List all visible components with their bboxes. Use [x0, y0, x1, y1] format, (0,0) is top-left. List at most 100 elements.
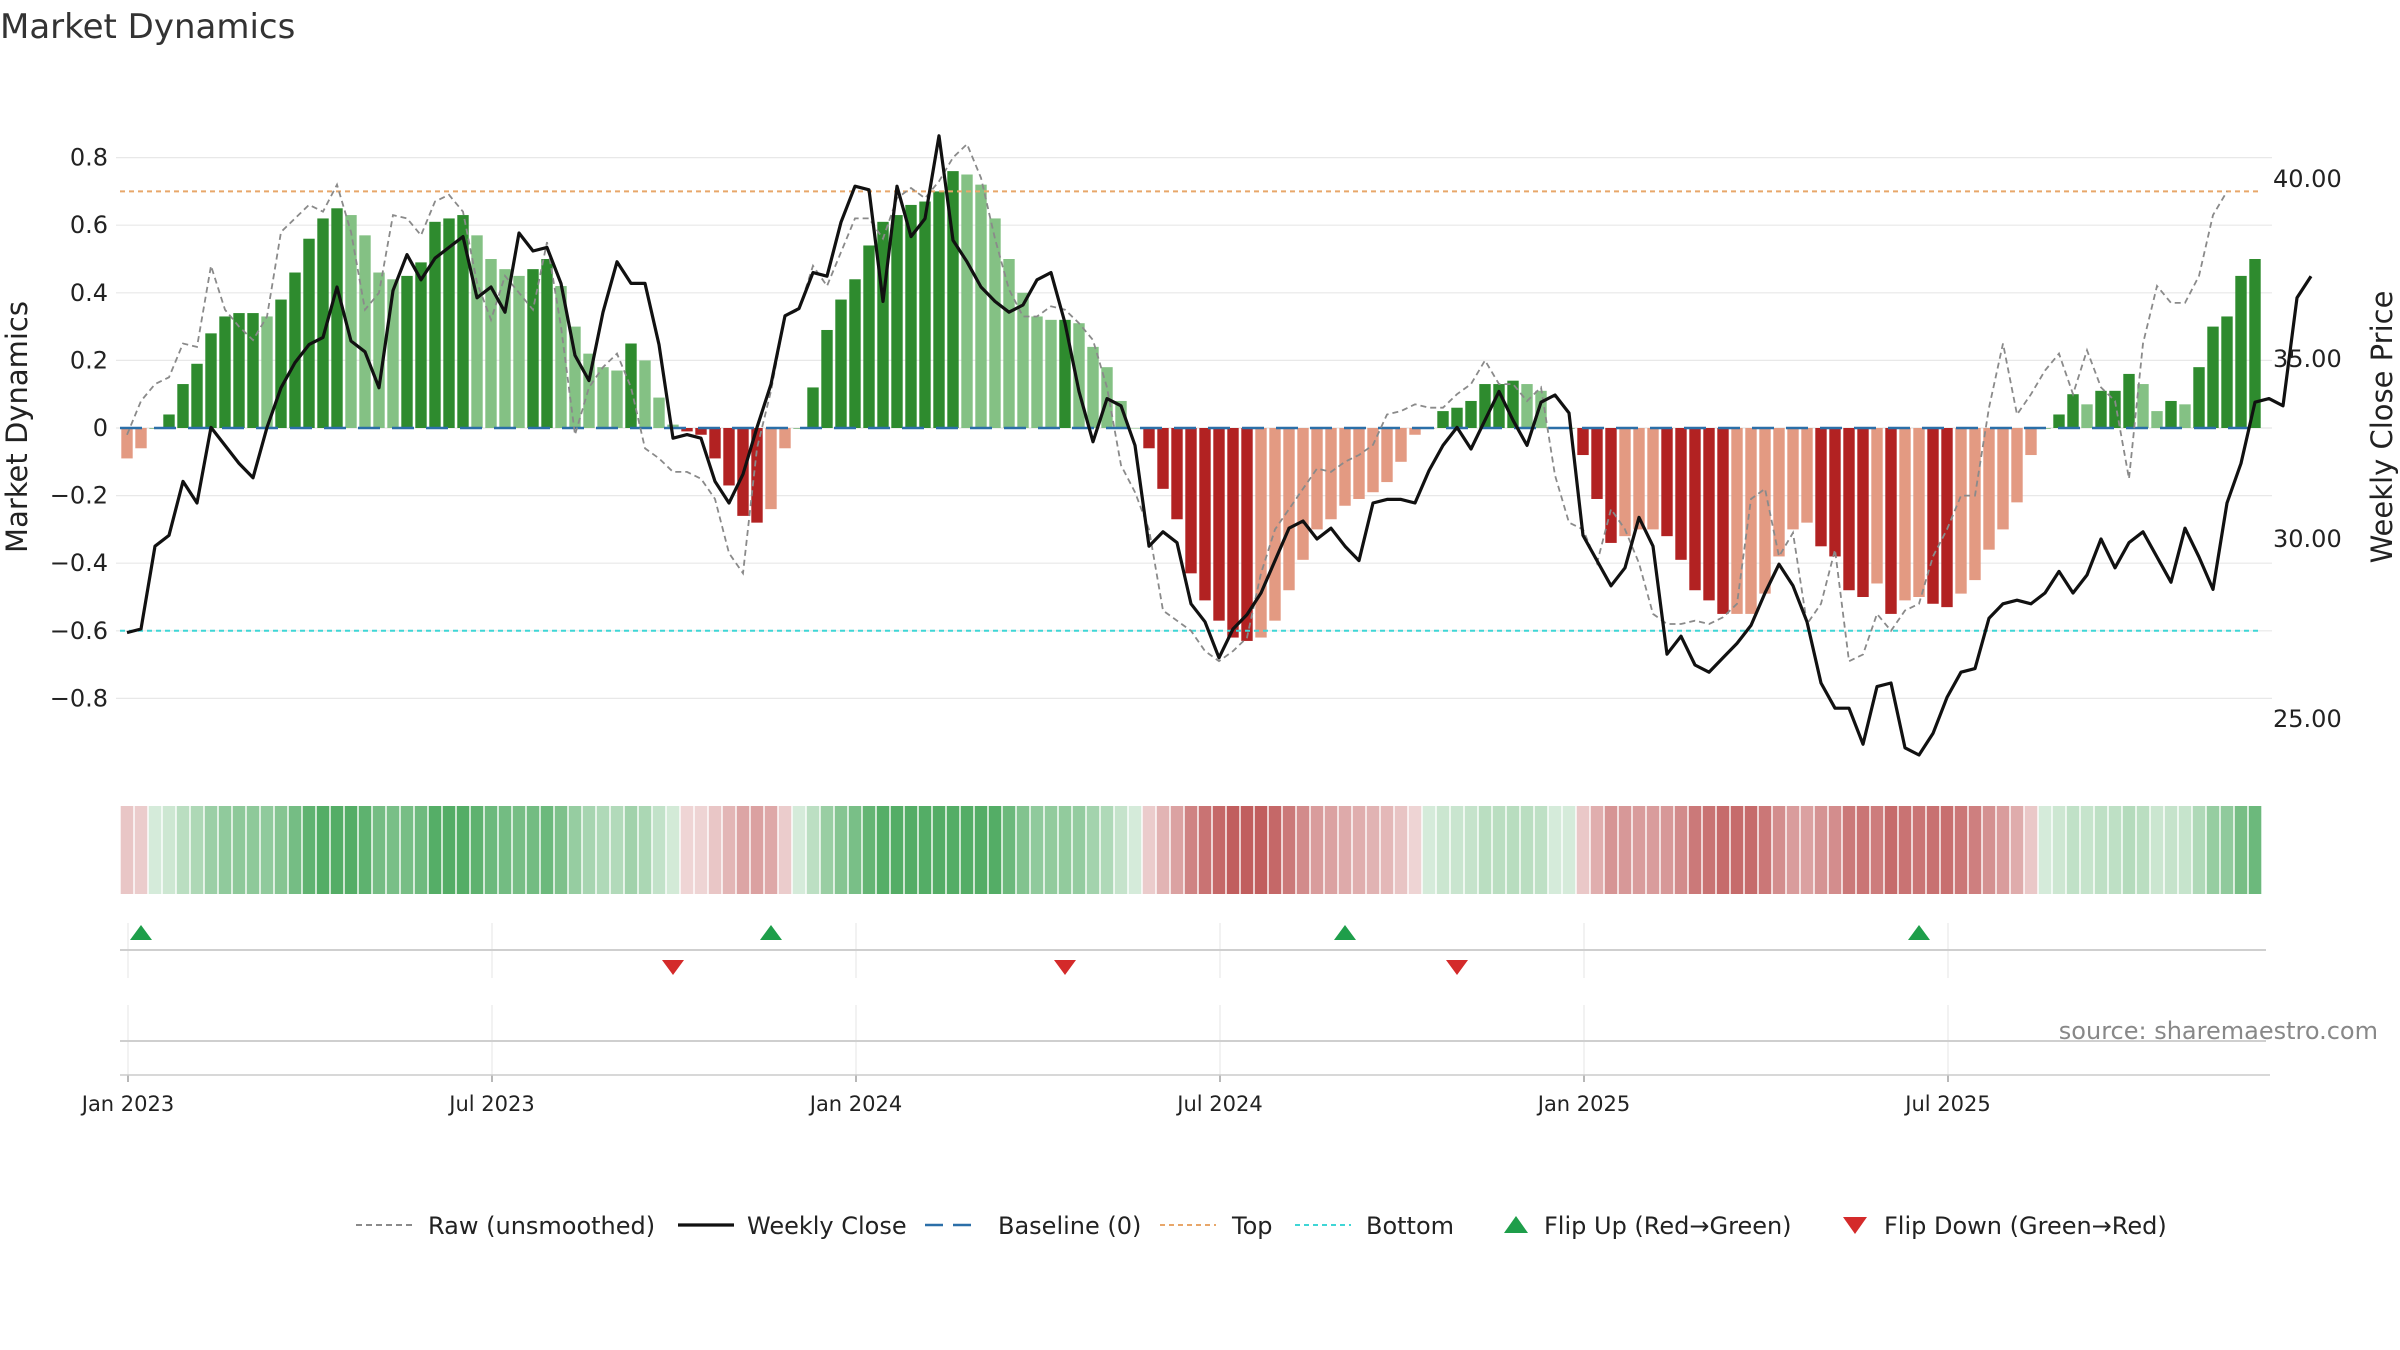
heatmap-cell — [1114, 806, 1128, 894]
dynamics-bar — [1395, 428, 1407, 462]
heatmap-cell — [330, 806, 344, 894]
heatmap-cell — [806, 806, 820, 894]
dynamics-bar — [2221, 316, 2233, 428]
dynamics-bar — [583, 353, 595, 428]
dynamics-bar — [1017, 292, 1029, 428]
y-tick-label-left: −0.6 — [50, 617, 108, 645]
dynamics-bar — [2011, 428, 2023, 503]
dynamics-bar — [247, 313, 259, 428]
heatmap-cell — [1170, 806, 1184, 894]
dynamics-bar — [891, 215, 903, 428]
dynamics-bar — [2137, 384, 2149, 428]
heatmap-cell — [302, 806, 316, 894]
heatmap-cell — [2248, 806, 2262, 894]
heatmap-cell — [638, 806, 652, 894]
heatmap-cell — [904, 806, 918, 894]
heatmap-cell — [820, 806, 834, 894]
heatmap-cell — [1520, 806, 1534, 894]
dynamics-bar — [1899, 428, 1911, 601]
heatmap-cell — [1842, 806, 1856, 894]
legend: Raw (unsmoothed) Weekly Close Baseline (0)… — [356, 1212, 2167, 1240]
heatmap-cell — [1660, 806, 1674, 894]
legend-label-flipup: Flip Up (Red→Green) — [1544, 1212, 1792, 1240]
y-tick-label-left: −0.2 — [50, 482, 108, 510]
heatmap-cell — [1632, 806, 1646, 894]
heatmap-cell — [1912, 806, 1926, 894]
dynamics-bar — [303, 238, 315, 428]
y-tick-label-left: 0 — [93, 414, 108, 442]
dynamics-bar — [639, 360, 651, 428]
dynamics-bar — [2109, 390, 2121, 428]
dynamics-bar — [2249, 259, 2261, 428]
heatmap-cell — [750, 806, 764, 894]
dynamics-bar — [1535, 390, 1547, 428]
dynamics-bar — [653, 397, 665, 428]
heatmap-cell — [2052, 806, 2066, 894]
heatmap-cell — [148, 806, 162, 894]
heatmap-cell — [2206, 806, 2220, 894]
dynamics-bar — [919, 201, 931, 428]
heatmap-cell — [1968, 806, 1982, 894]
dynamics-bar — [163, 414, 175, 428]
dynamics-bar — [849, 279, 861, 428]
axes: 0.8 0.6 0.4 0.2 0 −0.2 −0.4 −0.6 −0.8 40.00 35.00 3… — [50, 144, 2342, 1116]
dynamics-bar — [975, 184, 987, 428]
dynamics-bar — [695, 428, 707, 435]
dynamics-bar — [1073, 323, 1085, 428]
heatmap-cell — [1772, 806, 1786, 894]
heatmap-cell — [1604, 806, 1618, 894]
dynamics-bar — [1283, 428, 1295, 591]
dynamics-bar — [1465, 400, 1477, 428]
heatmap-cell — [1688, 806, 1702, 894]
dynamics-bar — [2053, 414, 2065, 428]
dynamics-bar — [1815, 428, 1827, 547]
dynamics-bar — [2123, 373, 2135, 428]
heatmap-cell — [610, 806, 624, 894]
heatmap-cell — [1226, 806, 1240, 894]
x-tick-label: Jul 2024 — [1175, 1092, 1262, 1116]
heatmap-cell — [568, 806, 582, 894]
dynamics-bar — [667, 424, 679, 428]
heatmap-cell — [218, 806, 232, 894]
dynamics-bar — [1591, 428, 1603, 499]
x-tick-label: Jan 2024 — [808, 1092, 903, 1116]
heatmap-cell — [946, 806, 960, 894]
heatmap-cell — [1282, 806, 1296, 894]
heatmap-cell — [2024, 806, 2038, 894]
y-tick-label-right: 25.00 — [2273, 705, 2342, 733]
heatmap-cell — [778, 806, 792, 894]
dynamics-bar — [1745, 428, 1757, 614]
heatmap-cell — [1786, 806, 1800, 894]
heatmap-cell — [2178, 806, 2192, 894]
dynamics-bar — [1451, 407, 1463, 428]
heatmap-cell — [1562, 806, 1576, 894]
heatmap-cell — [596, 806, 610, 894]
heatmap-cell — [1674, 806, 1688, 894]
heatmap-cell — [190, 806, 204, 894]
heatmap-cell — [456, 806, 470, 894]
heatmap-cell — [624, 806, 638, 894]
dynamics-bar — [765, 428, 777, 510]
x-tick-label: Jul 2023 — [447, 1092, 534, 1116]
dynamics-bar — [1297, 428, 1309, 560]
y-axis-right-label: Weekly Close Price — [2365, 291, 2399, 564]
legend-label-bottom: Bottom — [1366, 1212, 1454, 1240]
dynamics-bar — [1605, 428, 1617, 543]
heatmap-cell — [1618, 806, 1632, 894]
heatmap-cell — [1352, 806, 1366, 894]
dynamics-bar — [947, 171, 959, 428]
heatmap-cell — [652, 806, 666, 894]
y-tick-label-right: 30.00 — [2273, 525, 2342, 553]
heatmap-strip — [120, 806, 2262, 894]
dynamics-bar — [723, 428, 735, 486]
dynamics-bar — [611, 370, 623, 428]
y-tick-label-left: −0.4 — [50, 549, 108, 577]
dynamics-bar — [933, 191, 945, 428]
heatmap-cell — [1884, 806, 1898, 894]
y-tick-label-left: 0.8 — [70, 144, 108, 172]
legend-swatch-flip-up — [1504, 1216, 1528, 1233]
dynamics-bar — [1199, 428, 1211, 601]
heatmap-cell — [1436, 806, 1450, 894]
dynamics-bar — [1521, 384, 1533, 428]
heatmap-cell — [2010, 806, 2024, 894]
